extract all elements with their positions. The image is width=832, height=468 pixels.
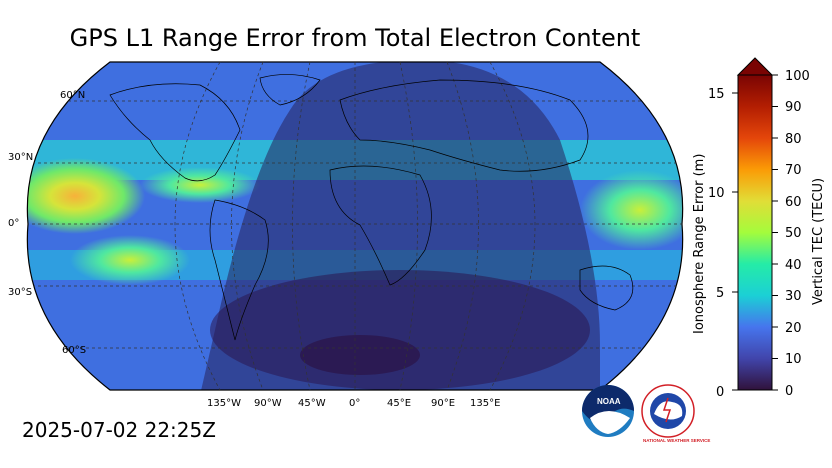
lat-label-0: 0°: [8, 218, 19, 229]
right-tick-40: 40: [785, 258, 802, 273]
lon-label-45w: 45°W: [298, 398, 326, 409]
lat-label-30n: 30°N: [8, 152, 33, 163]
lon-label-135e: 135°E: [470, 398, 500, 409]
timestamp: 2025-07-02 22:25Z: [22, 418, 216, 442]
right-tick-20: 20: [785, 321, 802, 336]
right-tick-10: 10: [785, 352, 802, 367]
right-tick-80: 80: [785, 132, 802, 147]
lat-label-60n: 60°N: [60, 90, 85, 101]
left-tick-5: 5: [716, 286, 724, 301]
left-tick-15: 15: [708, 87, 725, 102]
right-tick-90: 90: [785, 100, 802, 115]
right-tick-0: 0: [785, 384, 793, 399]
right-tick-100: 100: [785, 69, 810, 84]
nws-logo-text: NATIONAL WEATHER SERVICE: [643, 438, 710, 443]
nws-logo: NATIONAL WEATHER SERVICE: [641, 384, 710, 443]
lon-label-90e: 90°E: [431, 398, 455, 409]
lon-label-45e: 45°E: [387, 398, 411, 409]
noaa-logo-text: NOAA: [597, 397, 621, 406]
lon-label-0: 0°: [349, 398, 360, 409]
left-axis-title: Ionosphere Range Error (m): [692, 154, 707, 334]
colorbar-extend-arrow: [736, 57, 774, 76]
right-tick-50: 50: [785, 226, 802, 241]
lat-label-30s: 30°S: [8, 287, 32, 298]
right-tick-70: 70: [785, 163, 802, 178]
left-tick-0: 0: [716, 385, 724, 400]
graticule: [27, 62, 683, 390]
right-axis-title: Vertical TEC (TECU): [811, 178, 826, 305]
lon-label-135w: 135°W: [207, 398, 241, 409]
colorbar-gradient: [737, 74, 773, 391]
noaa-logo: NOAA: [582, 385, 634, 437]
right-tick-30: 30: [785, 289, 802, 304]
page-title: GPS L1 Range Error from Total Electron C…: [69, 24, 641, 52]
colorbar: 100 90 80 70 60 50 40 30 20 10 0 15 10 5…: [692, 57, 826, 400]
coastlines: [109, 74, 634, 341]
lat-label-60s: 60°S: [62, 345, 86, 356]
lon-label-90w: 90°W: [254, 398, 282, 409]
tec-contour-field: [27, 62, 683, 390]
left-tick-10: 10: [708, 186, 725, 201]
right-tick-60: 60: [785, 195, 802, 210]
